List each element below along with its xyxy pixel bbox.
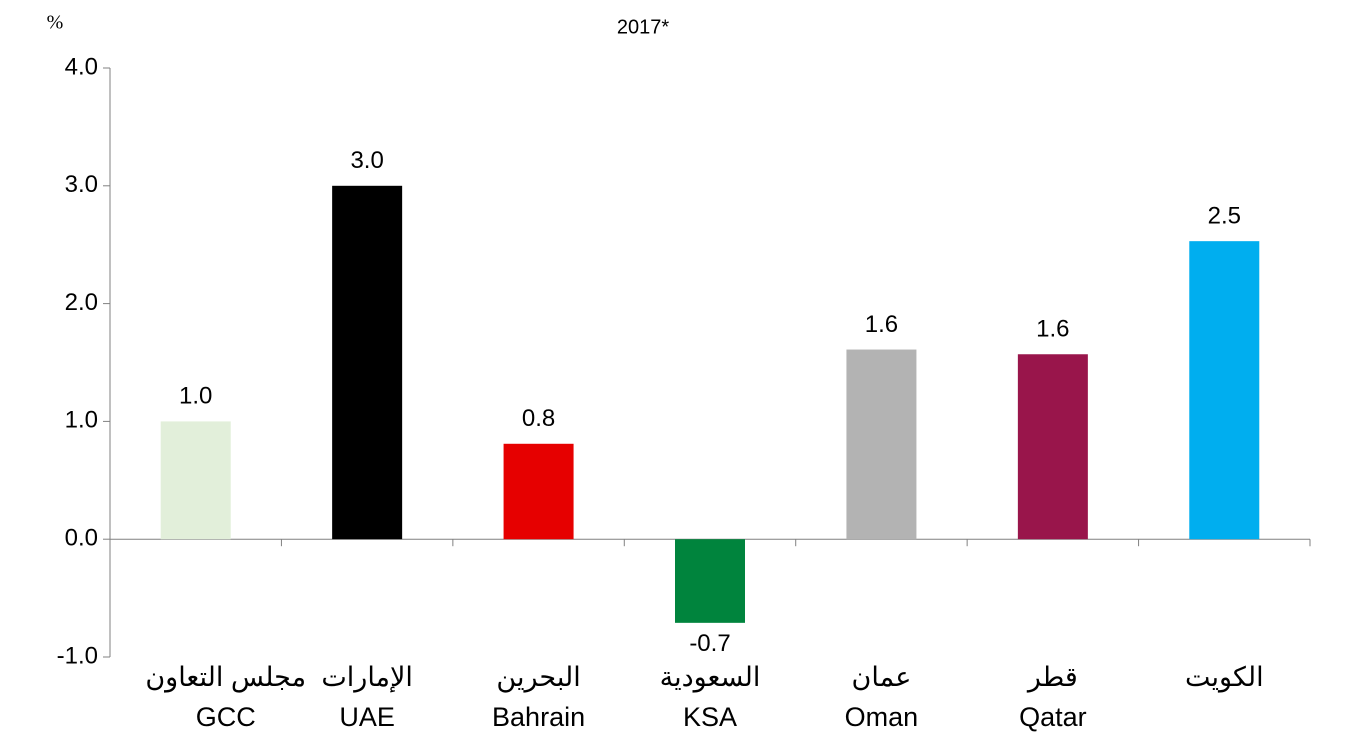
y-tick-label: 1.0	[65, 407, 98, 434]
value-label: 1.6	[1036, 316, 1069, 343]
bar	[846, 349, 917, 540]
bar	[332, 185, 403, 540]
y-tick-label: 0.0	[65, 525, 98, 552]
x-tick-label-ar: الكويت	[1185, 662, 1264, 693]
bar	[675, 539, 745, 623]
value-label: -0.7	[689, 630, 730, 657]
chart-title: 2017*	[617, 16, 669, 38]
y-tick-label: 2.0	[65, 289, 98, 316]
x-tick-label: GCC	[196, 702, 256, 732]
bar	[160, 421, 231, 540]
x-tick-label-ar: السعودية	[660, 662, 761, 693]
value-label: 0.8	[522, 405, 555, 432]
value-label: 2.5	[1208, 203, 1241, 230]
x-tick-label: Oman	[845, 702, 919, 732]
x-tick-label: Qatar	[1019, 702, 1087, 732]
x-tick-label-ar: عمان	[852, 662, 912, 692]
bar	[503, 443, 574, 540]
value-label: 1.6	[865, 311, 898, 338]
bar	[1017, 354, 1088, 540]
y-tick-label: -1.0	[57, 642, 98, 669]
x-tick-label-ar: الإمارات	[321, 662, 413, 693]
x-tick-label: Bahrain	[492, 702, 585, 732]
value-label: 3.0	[350, 147, 383, 174]
y-axis-label: %	[47, 12, 64, 34]
x-tick-label: KSA	[683, 702, 737, 732]
y-tick-label: 3.0	[65, 171, 98, 198]
x-tick-label-ar: البحرين	[496, 662, 580, 693]
x-tick-label-ar: قطر	[1026, 662, 1078, 693]
x-tick-label: UAE	[339, 702, 395, 732]
x-tick-label-ar: مجلس التعاون	[145, 662, 306, 693]
y-tick-label: 4.0	[65, 53, 98, 80]
bar	[1189, 241, 1260, 540]
value-label: 1.0	[179, 383, 212, 410]
